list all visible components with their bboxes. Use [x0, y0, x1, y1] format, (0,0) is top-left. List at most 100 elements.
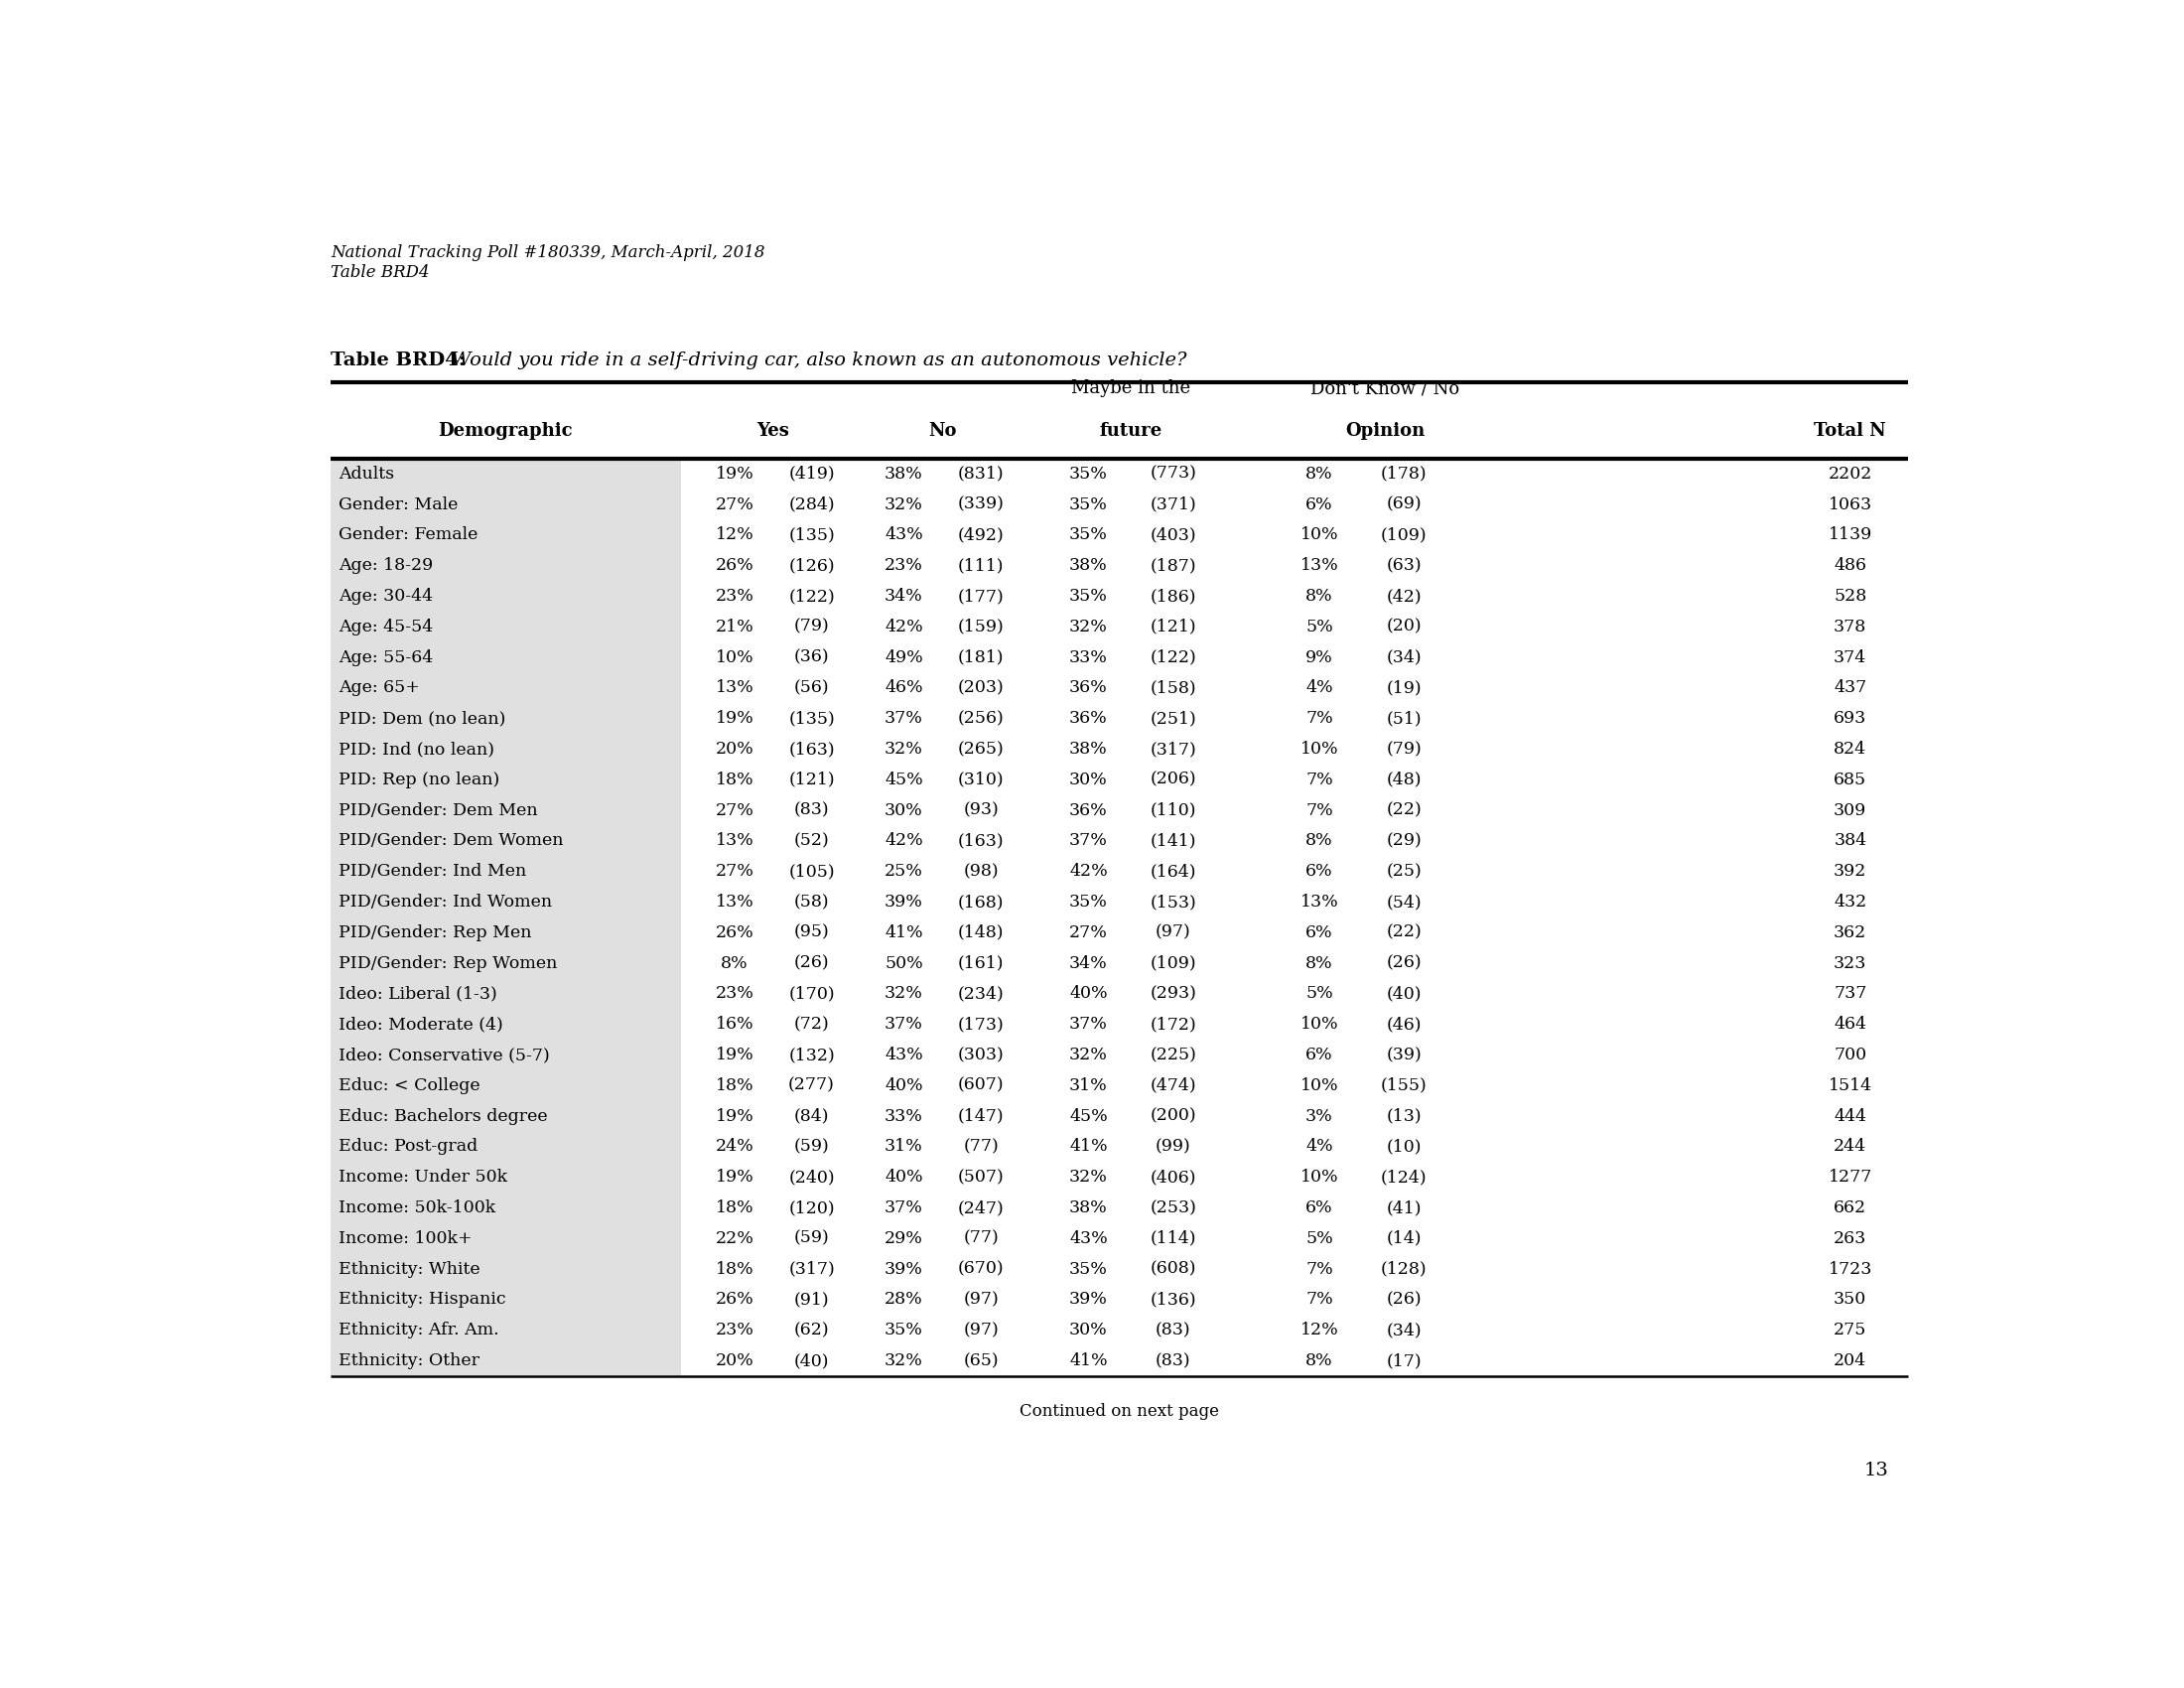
Text: 45%: 45%	[885, 771, 924, 788]
Text: (72): (72)	[793, 1016, 830, 1033]
Text: (79): (79)	[793, 618, 830, 635]
Text: (419): (419)	[788, 466, 834, 483]
Bar	[330, 1040, 681, 1070]
Text: (20): (20)	[1387, 618, 1422, 635]
Text: 10%: 10%	[716, 650, 753, 667]
Text: (173): (173)	[957, 1016, 1005, 1033]
Text: (147): (147)	[957, 1107, 1005, 1124]
Text: 39%: 39%	[1070, 1291, 1107, 1308]
Text: Age: 18-29: Age: 18-29	[339, 557, 432, 574]
Text: Ideo: Moderate (4): Ideo: Moderate (4)	[339, 1016, 502, 1033]
Text: (293): (293)	[1151, 986, 1197, 1003]
Text: (303): (303)	[957, 1047, 1005, 1063]
Text: (135): (135)	[788, 711, 834, 728]
Text: 18%: 18%	[716, 771, 753, 788]
Text: 37%: 37%	[885, 1200, 924, 1217]
Text: (178): (178)	[1380, 466, 1426, 483]
Text: 7%: 7%	[1306, 1261, 1332, 1278]
Text: (317): (317)	[788, 1261, 834, 1278]
Text: 43%: 43%	[1070, 1231, 1107, 1247]
Text: (77): (77)	[963, 1231, 998, 1247]
Text: Income: 100k+: Income: 100k+	[339, 1231, 472, 1247]
Text: 45%: 45%	[1070, 1107, 1107, 1124]
Text: 40%: 40%	[1070, 986, 1107, 1003]
Text: 309: 309	[1835, 802, 1867, 819]
Text: 34%: 34%	[885, 587, 924, 604]
Text: 5%: 5%	[1306, 618, 1332, 635]
Text: 37%: 37%	[885, 1016, 924, 1033]
Text: 10%: 10%	[1299, 1170, 1339, 1187]
Text: 27%: 27%	[716, 802, 753, 819]
Text: 35%: 35%	[1070, 1261, 1107, 1278]
Text: (492): (492)	[957, 527, 1005, 544]
Text: 7%: 7%	[1306, 802, 1332, 819]
Bar	[330, 1345, 681, 1376]
Text: (29): (29)	[1387, 832, 1422, 849]
Text: (26): (26)	[793, 955, 830, 972]
Text: (14): (14)	[1387, 1231, 1422, 1247]
Bar	[330, 1009, 681, 1040]
Text: (186): (186)	[1151, 587, 1197, 604]
Text: (83): (83)	[1155, 1352, 1190, 1369]
Text: PID/Gender: Dem Women: PID/Gender: Dem Women	[339, 832, 563, 849]
Text: (608): (608)	[1151, 1261, 1197, 1278]
Bar	[330, 704, 681, 734]
Text: 350: 350	[1835, 1291, 1867, 1308]
Text: Table BRD4:: Table BRD4:	[330, 351, 465, 370]
Text: (114): (114)	[1151, 1231, 1197, 1247]
Text: 6%: 6%	[1306, 496, 1332, 513]
Text: Ethnicity: Hispanic: Ethnicity: Hispanic	[339, 1291, 507, 1308]
Text: (59): (59)	[793, 1231, 830, 1247]
Text: 37%: 37%	[885, 711, 924, 728]
Text: 7%: 7%	[1306, 771, 1332, 788]
Text: 16%: 16%	[716, 1016, 753, 1033]
Text: (206): (206)	[1151, 771, 1197, 788]
Text: 275: 275	[1835, 1322, 1867, 1339]
Text: (317): (317)	[1151, 741, 1197, 758]
Bar	[330, 550, 681, 581]
Text: (22): (22)	[1387, 802, 1422, 819]
Text: 25%: 25%	[885, 863, 924, 879]
Text: 22%: 22%	[716, 1231, 753, 1247]
Text: 12%: 12%	[1299, 1322, 1339, 1339]
Text: (277): (277)	[788, 1077, 834, 1094]
Text: 204: 204	[1835, 1352, 1867, 1369]
Text: (124): (124)	[1380, 1170, 1426, 1187]
Text: (93): (93)	[963, 802, 998, 819]
Text: 6%: 6%	[1306, 1047, 1332, 1063]
Text: 3%: 3%	[1306, 1107, 1332, 1124]
Bar	[330, 1193, 681, 1224]
Text: (84): (84)	[795, 1107, 830, 1124]
Text: 374: 374	[1835, 650, 1867, 667]
Text: 12%: 12%	[716, 527, 753, 544]
Text: (136): (136)	[1151, 1291, 1197, 1308]
Text: (109): (109)	[1151, 955, 1197, 972]
Text: (62): (62)	[793, 1322, 830, 1339]
Text: (34): (34)	[1387, 650, 1422, 667]
Text: 8%: 8%	[1306, 587, 1332, 604]
Text: PID: Dem (no lean): PID: Dem (no lean)	[339, 711, 505, 728]
Text: (36): (36)	[793, 650, 830, 667]
Text: PID: Rep (no lean): PID: Rep (no lean)	[339, 771, 500, 788]
Text: 5%: 5%	[1306, 986, 1332, 1003]
Bar	[330, 1285, 681, 1315]
Text: (13): (13)	[1387, 1107, 1422, 1124]
Text: (153): (153)	[1151, 893, 1197, 910]
Text: (17): (17)	[1387, 1352, 1422, 1369]
Text: (406): (406)	[1151, 1170, 1197, 1187]
Text: (172): (172)	[1151, 1016, 1197, 1033]
Text: 32%: 32%	[885, 1352, 924, 1369]
Text: (607): (607)	[957, 1077, 1005, 1094]
Text: PID/Gender: Ind Men: PID/Gender: Ind Men	[339, 863, 526, 879]
Text: 323: 323	[1835, 955, 1867, 972]
Text: (161): (161)	[959, 955, 1005, 972]
Text: 685: 685	[1835, 771, 1867, 788]
Text: 4%: 4%	[1306, 680, 1332, 697]
Text: No: No	[928, 422, 957, 439]
Text: (187): (187)	[1151, 557, 1197, 574]
Text: (122): (122)	[1151, 650, 1197, 667]
Text: 23%: 23%	[716, 1322, 753, 1339]
Text: (69): (69)	[1387, 496, 1422, 513]
Text: (170): (170)	[788, 986, 834, 1003]
Text: (40): (40)	[1387, 986, 1422, 1003]
